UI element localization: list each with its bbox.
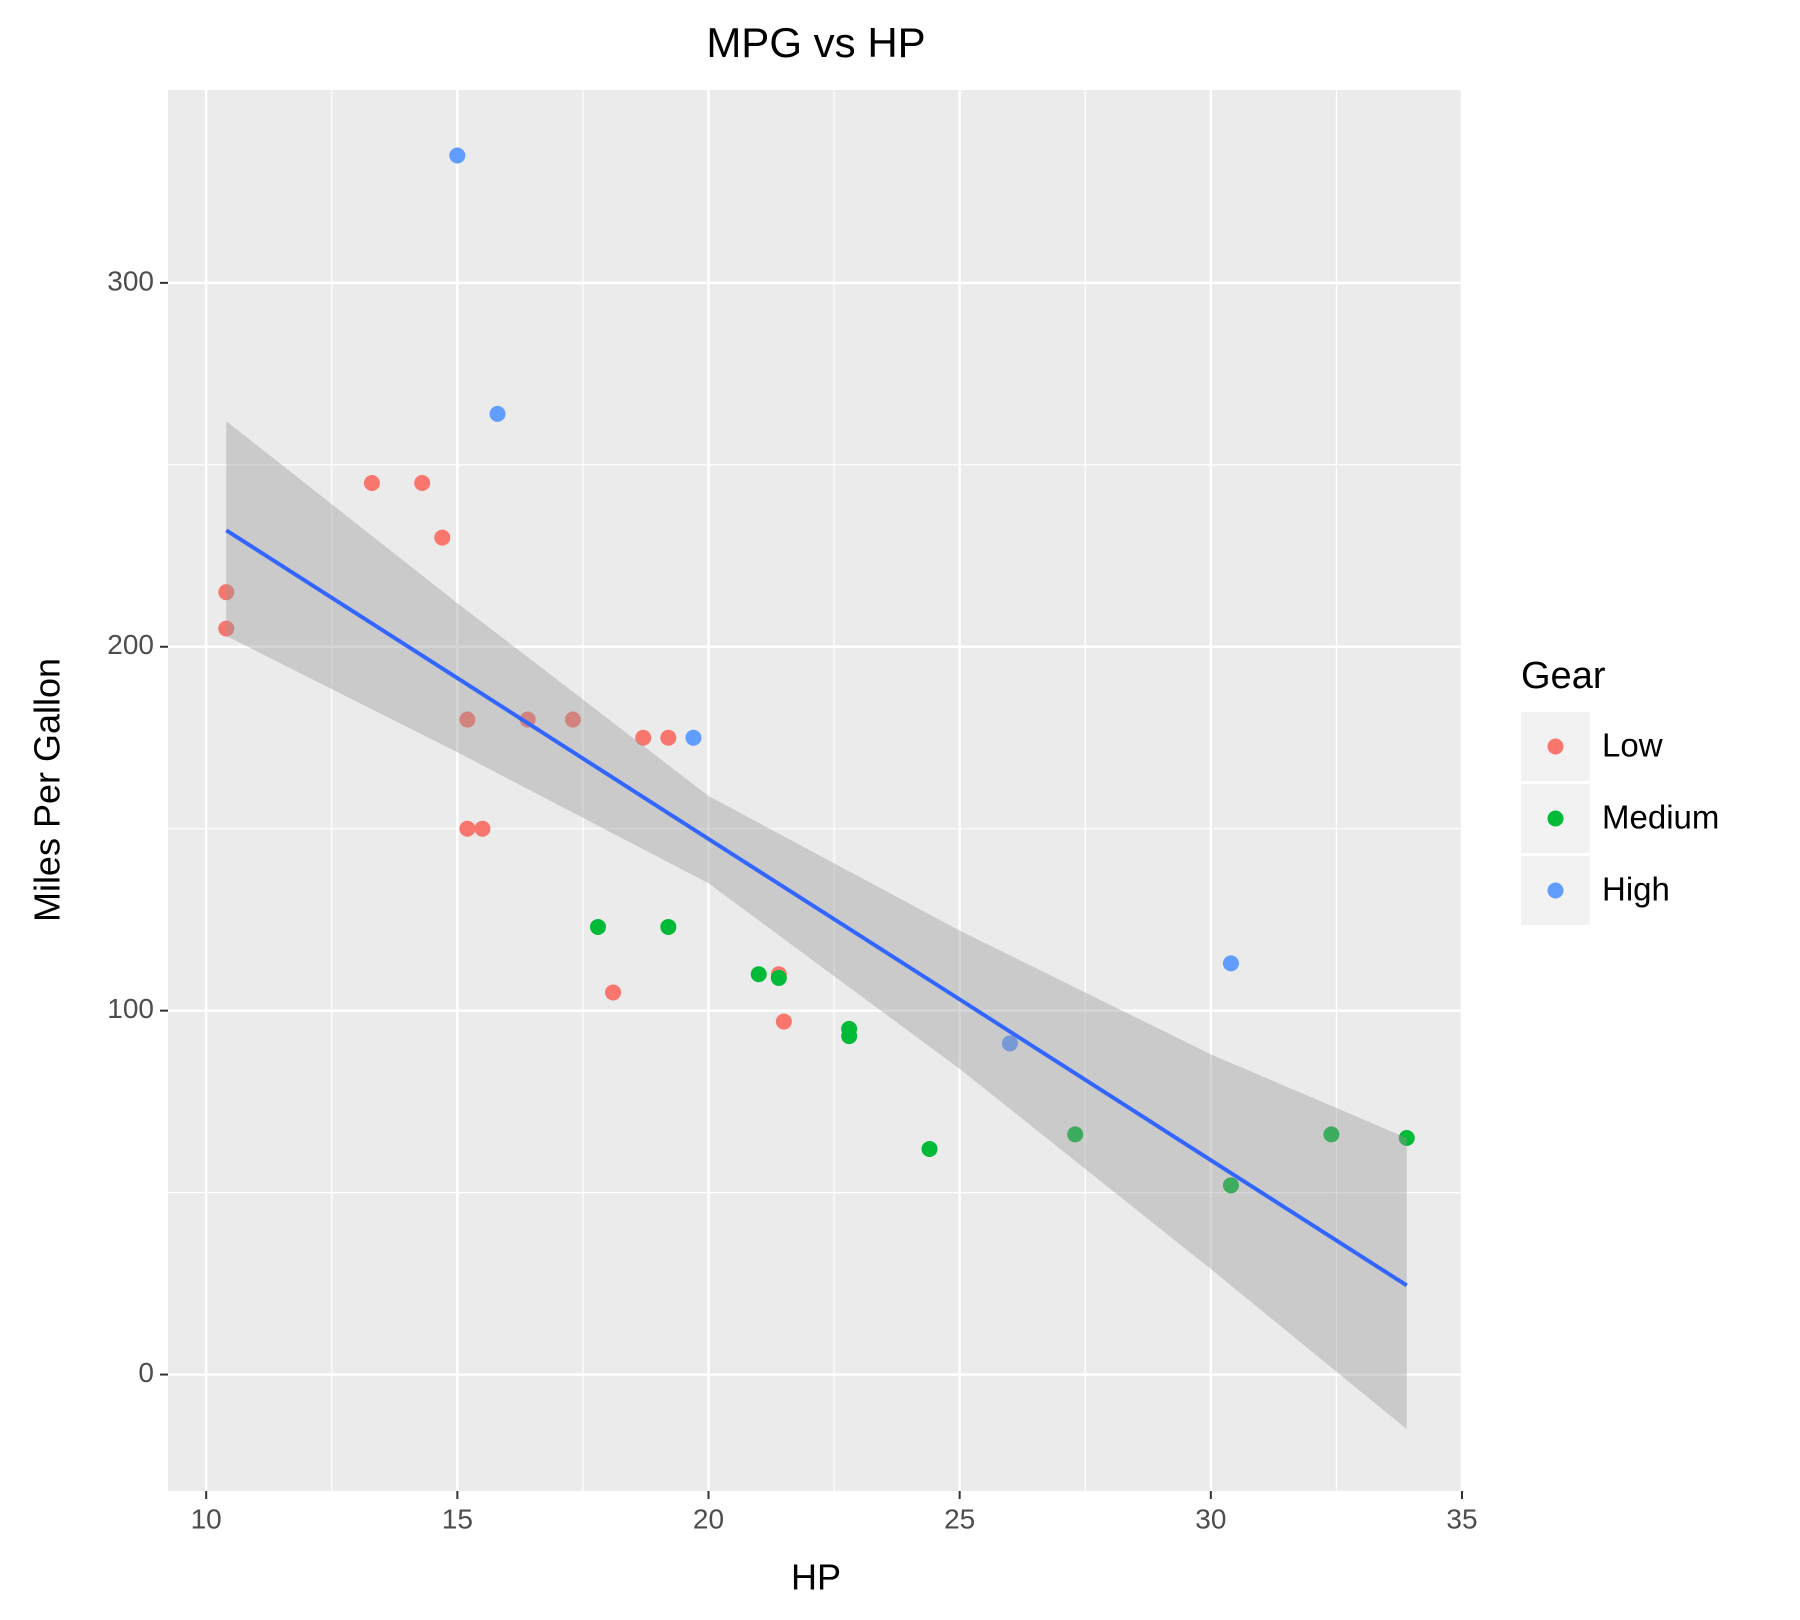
legend-label: Medium [1602, 799, 1719, 836]
point [589, 918, 606, 935]
point [750, 966, 767, 983]
point [841, 1028, 858, 1045]
point [770, 969, 787, 986]
point [474, 820, 491, 837]
grid [168, 90, 1464, 1491]
point [564, 711, 581, 728]
y-tick-label: 300 [107, 265, 154, 296]
x-tick-label: 15 [442, 1503, 473, 1534]
point [1001, 1035, 1018, 1052]
regression-line [225, 528, 1408, 1288]
point [605, 984, 622, 1001]
point [685, 729, 702, 746]
point [1398, 1130, 1415, 1147]
x-tick-label: 20 [693, 1503, 724, 1534]
x-tick-label: 10 [191, 1503, 222, 1534]
legend: Low Medium High [1521, 712, 1719, 925]
x-tick-label: 35 [1446, 1503, 1477, 1534]
y-axis-title: Miles Per Gallon [27, 658, 68, 922]
point [660, 918, 677, 935]
x-tick-label: 30 [1195, 1503, 1226, 1534]
point [921, 1140, 938, 1157]
legend-label: High [1602, 871, 1670, 908]
legend-swatch [1547, 738, 1564, 755]
point [775, 1013, 792, 1030]
confidence-band [226, 421, 1407, 1430]
panel [168, 90, 1463, 1491]
point [1067, 1126, 1084, 1143]
point [660, 729, 677, 746]
marks [218, 147, 1415, 1430]
y-tick-label: 200 [107, 629, 154, 660]
point [414, 475, 431, 492]
legend-swatch [1547, 882, 1564, 899]
x-axis-title: HP [791, 1557, 841, 1598]
legend-title: Gear [1521, 655, 1606, 697]
point [635, 729, 652, 746]
y-tick-label: 0 [138, 1357, 154, 1388]
point [459, 820, 476, 837]
point [434, 529, 451, 546]
chart-title: MPG vs HP [706, 19, 925, 66]
point [1222, 955, 1239, 972]
legend-swatch [1547, 810, 1564, 827]
point [489, 405, 506, 422]
point [363, 475, 380, 492]
legend-label: Low [1602, 727, 1663, 764]
point [218, 620, 235, 637]
point [218, 584, 235, 601]
y-tick-label: 100 [107, 993, 154, 1024]
x-tick-label: 25 [944, 1503, 975, 1534]
point [449, 147, 466, 164]
point [1222, 1177, 1239, 1194]
point [459, 711, 476, 728]
point [1323, 1126, 1340, 1143]
